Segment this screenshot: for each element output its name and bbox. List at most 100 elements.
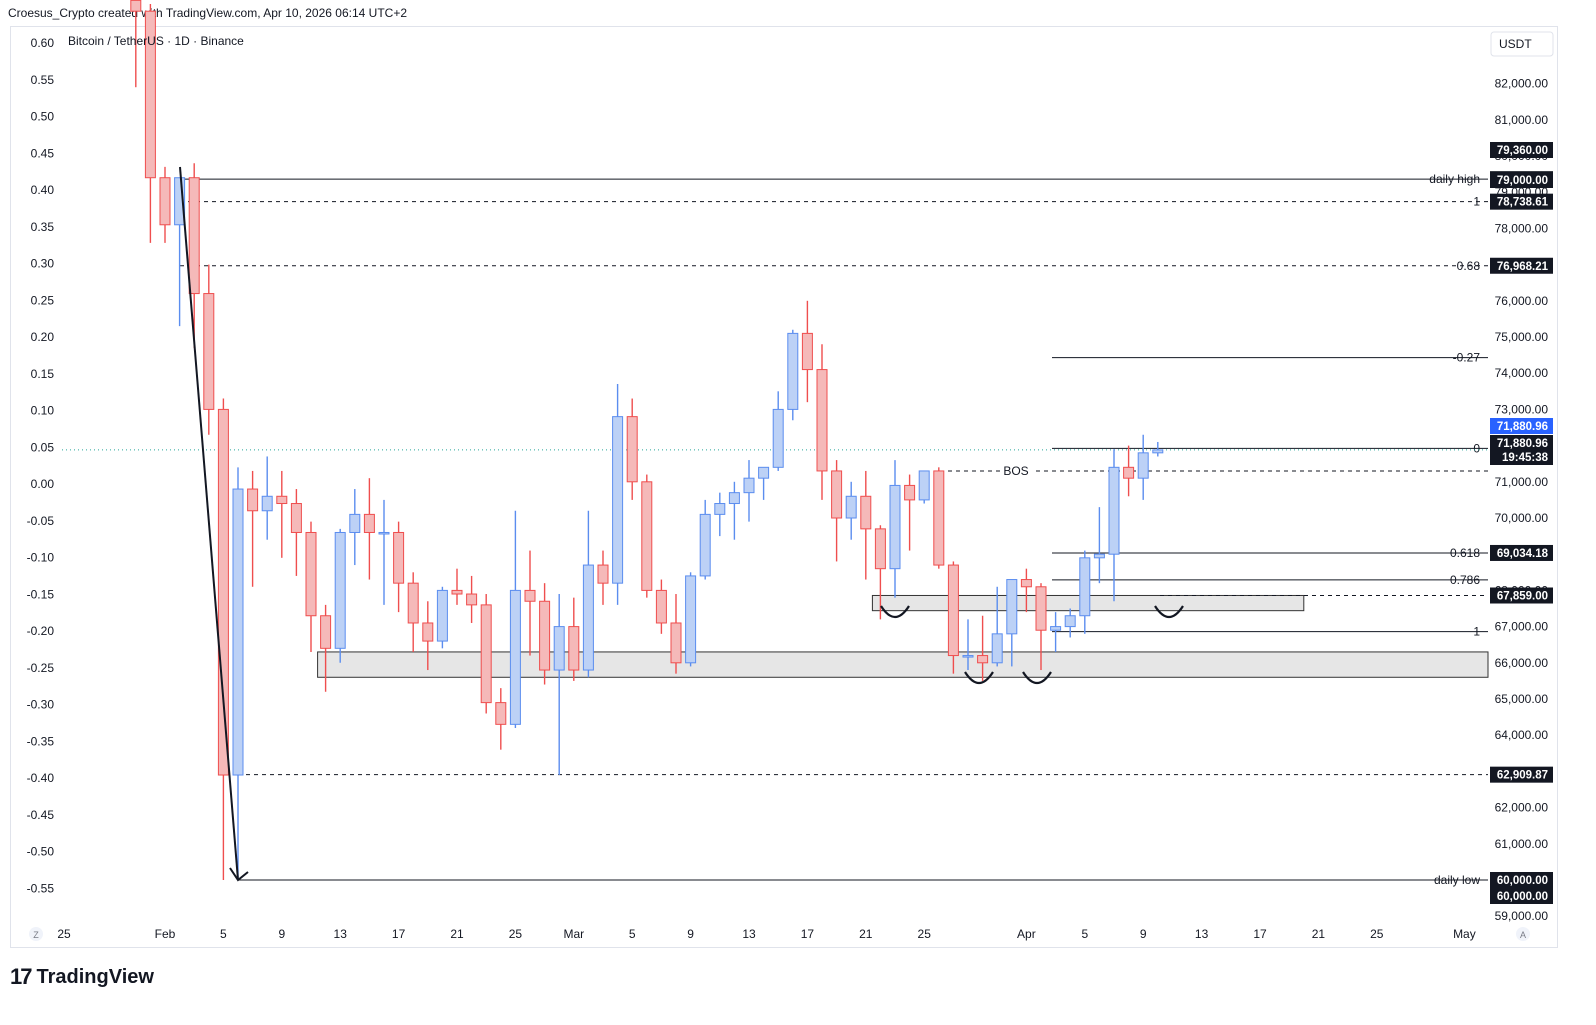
candle-body[interactable] — [466, 593, 478, 606]
candle-body[interactable] — [363, 513, 375, 533]
candle-body[interactable] — [1079, 557, 1091, 617]
candle-body[interactable] — [524, 589, 536, 602]
candle-body[interactable] — [159, 177, 171, 226]
candle-body[interactable] — [1006, 579, 1018, 635]
candle-body[interactable] — [334, 531, 346, 649]
price-label: 76,968.21 — [1497, 261, 1549, 273]
candle-body[interactable] — [655, 589, 667, 624]
candle-body[interactable] — [393, 531, 405, 584]
candle-body[interactable] — [597, 564, 609, 584]
level-label: daily low — [1434, 873, 1480, 887]
candle-body[interactable] — [816, 369, 828, 472]
candle-body[interactable] — [874, 528, 886, 570]
candle-body[interactable] — [831, 470, 843, 519]
x-axis-tick: 13 — [742, 927, 756, 941]
right-axis-tick: 76,000.00 — [1495, 294, 1549, 308]
left-axis-tick: 0.45 — [31, 146, 55, 160]
candle-body[interactable] — [1093, 553, 1105, 559]
bos-label: BOS — [1003, 464, 1028, 478]
candle-body[interactable] — [962, 655, 974, 658]
candle-body[interactable] — [422, 622, 434, 642]
candle-body[interactable] — [889, 484, 901, 570]
price-label: 60,000.00 — [1497, 891, 1548, 903]
candle-body[interactable] — [933, 470, 945, 566]
candle-body[interactable] — [174, 177, 186, 226]
price-label: 69,034.18 — [1497, 548, 1549, 560]
candle-body[interactable] — [977, 655, 989, 664]
candle-body[interactable] — [685, 575, 697, 664]
candle-body[interactable] — [772, 408, 784, 468]
candle-body[interactable] — [728, 492, 740, 505]
price-label: 79,000.00 — [1497, 175, 1548, 187]
x-axis-tick: 25 — [509, 927, 523, 941]
candle-body[interactable] — [480, 604, 492, 704]
x-axis-tick: 25 — [57, 927, 71, 941]
candle-body[interactable] — [1123, 466, 1135, 479]
candle-body[interactable] — [845, 495, 857, 519]
candle-body[interactable] — [1137, 452, 1149, 479]
candle-body[interactable] — [203, 293, 215, 410]
candle-body[interactable] — [612, 416, 624, 584]
price-label: 60,000.00 — [1497, 875, 1548, 887]
candle-body[interactable] — [699, 513, 711, 577]
candle-body[interactable] — [918, 470, 930, 501]
candle-body[interactable] — [1064, 615, 1076, 628]
candle-body[interactable] — [320, 615, 332, 649]
candle-body[interactable] — [787, 332, 799, 410]
tradingview-logo[interactable]: 17 TradingView — [10, 964, 154, 990]
candle-body[interactable] — [947, 564, 959, 657]
candle-body[interactable] — [1152, 449, 1164, 454]
candle-body[interactable] — [553, 626, 565, 671]
candle-body[interactable] — [1108, 466, 1120, 555]
log-scale-button[interactable] — [1516, 927, 1530, 941]
candle-body[interactable] — [743, 477, 755, 494]
left-axis-tick: -0.30 — [27, 698, 55, 712]
candle-body[interactable] — [436, 589, 448, 642]
candle-body[interactable] — [407, 582, 419, 624]
candle-body[interactable] — [714, 503, 726, 515]
chart-caption: Croesus_Crypto created with TradingView.… — [8, 6, 407, 20]
candle-body[interactable] — [188, 177, 200, 295]
candle-body[interactable] — [1050, 626, 1062, 631]
candle-body[interactable] — [290, 503, 302, 533]
candle-body[interactable] — [276, 495, 288, 505]
candle-body[interactable] — [509, 589, 521, 725]
currency-button[interactable] — [1490, 31, 1554, 57]
right-axis-tick: 81,000.00 — [1495, 113, 1549, 127]
candle-body[interactable] — [582, 564, 594, 671]
auto-scale-button[interactable] — [29, 927, 43, 941]
candle-body[interactable] — [801, 332, 813, 371]
x-axis-tick: 17 — [1253, 927, 1267, 941]
candle-body[interactable] — [670, 622, 682, 664]
candle-body[interactable] — [860, 495, 872, 530]
candle-body[interactable] — [232, 488, 244, 776]
x-axis-tick: 25 — [918, 927, 932, 941]
candle-body[interactable] — [626, 416, 638, 483]
candle-body[interactable] — [758, 466, 770, 479]
right-axis-tick: 78,000.00 — [1495, 221, 1549, 235]
brand-name: TradingView — [36, 965, 154, 988]
candle-body[interactable] — [568, 626, 580, 671]
candle-body[interactable] — [305, 531, 317, 617]
right-axis-tick: 64,000.00 — [1495, 728, 1549, 742]
candle-body[interactable] — [1020, 579, 1032, 588]
price-label-bg — [1490, 142, 1553, 158]
x-axis-tick: 17 — [801, 927, 815, 941]
candle-body[interactable] — [261, 495, 273, 512]
candle-body[interactable] — [144, 10, 156, 179]
left-axis-tick: -0.55 — [27, 881, 55, 895]
candle-body[interactable] — [130, 0, 142, 12]
candle-body[interactable] — [991, 633, 1003, 664]
candle-body[interactable] — [451, 589, 463, 595]
candle-body[interactable] — [349, 513, 361, 533]
candle-body[interactable] — [495, 702, 507, 725]
candle-body[interactable] — [904, 484, 916, 501]
candle-body[interactable] — [217, 408, 229, 776]
candle-body[interactable] — [378, 531, 390, 535]
candle-body[interactable] — [641, 481, 653, 591]
candle-body[interactable] — [1035, 586, 1047, 631]
price-label-bg — [1490, 888, 1553, 904]
candle-body[interactable] — [247, 488, 259, 512]
candle-body[interactable] — [539, 600, 551, 671]
